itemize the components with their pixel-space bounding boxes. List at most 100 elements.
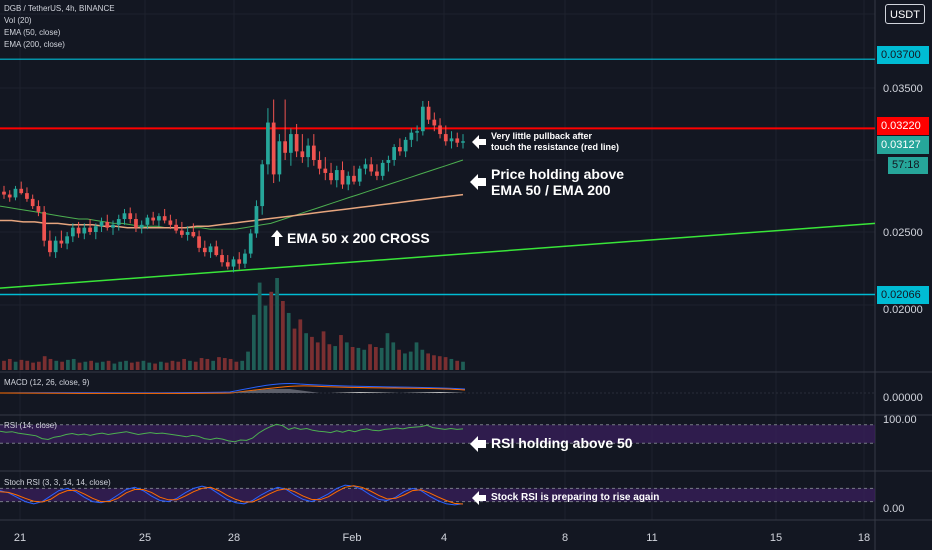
candle-body — [334, 170, 339, 181]
volume-bar — [19, 359, 24, 370]
candle-body — [403, 139, 408, 152]
volume-bar — [310, 336, 314, 370]
price-tick-label: 0.02500 — [883, 227, 923, 239]
volume-bar — [7, 358, 12, 370]
rsi-band — [0, 424, 875, 444]
volume-bar — [71, 358, 76, 370]
last-price-badge: 0.03127 — [877, 136, 929, 154]
candle-body — [386, 160, 391, 163]
volume-bar — [251, 314, 256, 370]
currency-button[interactable]: USDT — [885, 4, 925, 24]
volume-bar — [147, 362, 152, 370]
volume-bar — [275, 278, 279, 370]
volume-bar — [135, 361, 140, 370]
candle-body — [116, 219, 121, 225]
ema50-line — [0, 159, 464, 230]
stoch-d-line — [0, 485, 464, 505]
volume-bar — [118, 361, 123, 370]
candle-body — [122, 213, 127, 220]
volume-bar — [77, 362, 82, 370]
indicator-ema50[interactable]: EMA (50, close) — [4, 28, 61, 37]
candles — [2, 99, 465, 273]
volume-bar — [437, 356, 442, 370]
volume-bar — [95, 362, 99, 370]
candle-body — [25, 193, 29, 199]
volume-bar — [2, 360, 6, 370]
candle-body — [271, 122, 276, 175]
macd-label[interactable]: MACD (12, 26, close, 9) — [4, 378, 90, 387]
candle-body — [208, 246, 213, 253]
volume-bar — [31, 362, 35, 370]
volume-bar — [60, 361, 64, 370]
candle-body — [449, 138, 454, 142]
candle-body — [220, 255, 224, 263]
volume-bars — [2, 278, 465, 370]
time-tick-label: 15 — [770, 532, 782, 544]
candle-body — [455, 138, 460, 143]
time-tick-label: 25 — [139, 532, 151, 544]
volume-bar — [373, 347, 378, 370]
volume-bar — [408, 351, 413, 370]
candle-body — [134, 219, 138, 228]
volume-bar — [176, 361, 181, 370]
pullback-text-2: touch the resistance (red line) — [491, 142, 620, 152]
candle-body — [59, 240, 64, 244]
candle-body — [260, 164, 265, 207]
volume-bar — [414, 342, 419, 370]
volume-bar — [263, 305, 268, 370]
volume-bar — [217, 357, 221, 370]
candle-body — [7, 194, 12, 198]
ema-hold-text-2: EMA 50 / EMA 200 — [491, 182, 611, 198]
arrow-up-icon — [271, 230, 283, 246]
candle-body — [99, 221, 104, 227]
volume-bar — [246, 351, 250, 370]
candle-body — [254, 206, 259, 234]
volume-bar — [54, 360, 59, 370]
candle-body — [248, 233, 253, 254]
time-tick-label: Feb — [343, 532, 362, 544]
volume-bar — [356, 347, 361, 370]
candle-body — [105, 221, 110, 228]
volume-bar — [443, 357, 448, 370]
volume-bar — [164, 362, 169, 370]
candle-body — [19, 188, 24, 194]
time-tick-label: 28 — [228, 532, 240, 544]
volume-bar — [25, 360, 30, 370]
volume-bar — [461, 361, 465, 370]
candle-body — [128, 213, 133, 220]
volume-bar — [391, 342, 396, 370]
candle-body — [363, 164, 368, 169]
candle-body — [82, 227, 87, 234]
volume-bar — [397, 349, 401, 370]
candle-body — [93, 226, 98, 232]
cross-text: EMA 50 x 200 CROSS — [287, 230, 430, 246]
lower-level-badge: 0.02066 — [877, 286, 929, 304]
rsi-label[interactable]: RSI (14, close) — [4, 421, 57, 430]
candle-body — [191, 232, 196, 237]
rsi-tick-label: 100.00 — [883, 414, 917, 426]
candle-body — [151, 217, 156, 221]
macd-tick-label: 0.00000 — [883, 392, 923, 404]
candle-body — [392, 147, 397, 160]
candle-body — [53, 240, 58, 253]
rsi-line — [0, 423, 464, 443]
volume-bar — [83, 361, 88, 370]
candle-body — [443, 134, 448, 142]
candle-body — [36, 206, 41, 212]
indicator-vol[interactable]: Vol (20) — [4, 16, 32, 25]
arrow-left-icon — [470, 436, 486, 452]
candle-body — [174, 224, 178, 231]
volume-bar — [257, 282, 262, 370]
volume-bar — [362, 349, 367, 370]
stoch-label[interactable]: Stoch RSI (3, 3, 14, 14, close) — [4, 478, 111, 487]
volume-bar — [124, 360, 128, 370]
volume-bar — [379, 347, 384, 370]
time-tick-label: 11 — [646, 532, 657, 544]
indicator-ema200[interactable]: EMA (200, close) — [4, 40, 65, 49]
volume-bar — [281, 301, 285, 370]
candle-body — [145, 217, 150, 225]
candle-body — [461, 141, 465, 143]
candle-body — [283, 141, 288, 153]
candle-body — [214, 246, 219, 256]
